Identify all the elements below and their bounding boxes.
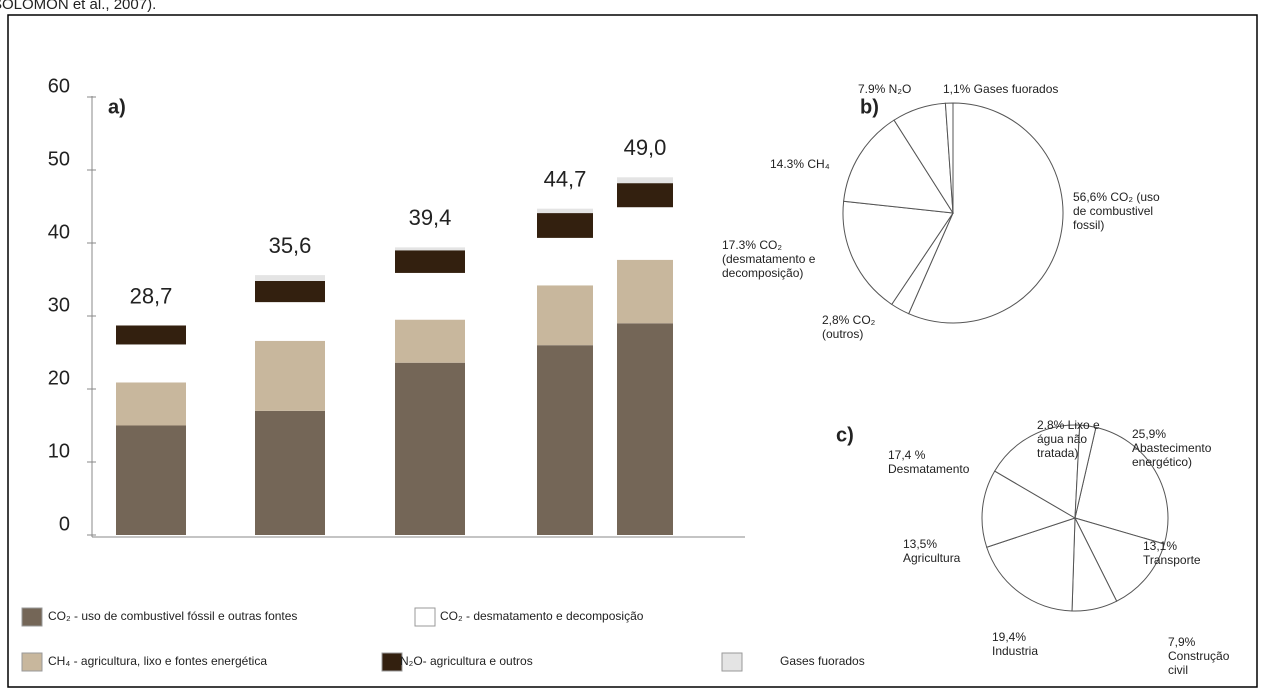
pie-label: 2,8% CO₂ (outros) <box>822 313 876 341</box>
bar-segment <box>395 247 465 251</box>
pie-label: 14.3% CH₄ <box>770 157 830 171</box>
y-tick-label: 50 <box>48 148 70 170</box>
bar-segment <box>116 325 186 345</box>
pie-slice <box>1074 517 1165 602</box>
legend-label: CO₂ - desmatamento e decomposição <box>440 609 644 623</box>
bar-segment <box>537 345 593 535</box>
bar-segment <box>617 259 673 324</box>
bar-segment <box>537 208 593 214</box>
pie-slice <box>981 470 1077 548</box>
bar-segment <box>116 344 186 383</box>
pie-label: 13,1% Transporte <box>1143 539 1201 567</box>
pie-slice <box>1074 424 1097 519</box>
pie-slice <box>843 119 954 214</box>
pie-label: 19,4% Industria <box>992 630 1039 658</box>
pie-slice <box>1074 426 1169 545</box>
total-label: 49,0 <box>624 135 667 160</box>
pie-slice <box>944 102 954 214</box>
pie-label: 17.3% CO₂ (desmatamento e decomposição) <box>722 238 816 280</box>
panel-label: b) <box>860 96 879 118</box>
pie-slice <box>994 424 1081 519</box>
total-label: 35,6 <box>269 233 312 258</box>
pie-label: 1,1% Gases fuorados <box>943 82 1059 96</box>
total-label: 44,7 <box>544 167 587 192</box>
bar-segment <box>537 285 593 346</box>
panel-label: a) <box>108 96 126 118</box>
source-fragment: SOLOMON et al., 2007). <box>0 0 156 13</box>
bar-segment <box>617 207 673 260</box>
bar-segment <box>255 410 325 535</box>
pie-label: 56,6% CO₂ (uso de combustivel fossil) <box>1073 190 1160 232</box>
bar-segment <box>537 237 593 286</box>
y-tick-label: 20 <box>48 367 70 389</box>
pie-label: 13,5% Agricultura <box>903 537 961 565</box>
y-tick-label: 10 <box>48 440 70 462</box>
pie-slice <box>842 200 954 306</box>
panel-label: c) <box>836 424 854 446</box>
y-tick-label: 0 <box>59 513 70 535</box>
bar-segment <box>395 319 465 363</box>
legend-label: N₂O- agricultura e outros <box>400 654 533 668</box>
bar-segment <box>255 280 325 303</box>
y-tick-label: 60 <box>48 75 70 97</box>
bar-segment <box>116 382 186 426</box>
bar-segment <box>537 213 593 238</box>
total-label: 28,7 <box>130 283 173 308</box>
y-tick-label: 30 <box>48 294 70 316</box>
legend-swatch <box>381 652 403 672</box>
bar-segment <box>617 323 673 535</box>
legend-swatch <box>414 607 436 627</box>
bar-segment <box>116 425 186 535</box>
legend-label: Gases fuorados <box>780 654 865 668</box>
legend-swatch <box>21 652 43 672</box>
y-tick-label: 40 <box>48 221 70 243</box>
legend-swatch <box>21 607 43 627</box>
pie-label: 2.8% Lixo e água não tratada) <box>1037 418 1100 460</box>
total-label: 39,4 <box>409 205 452 230</box>
pie-label: 7.9% N₂O <box>858 82 912 96</box>
bar-segment <box>395 250 465 273</box>
legend-label: CO₂ - uso de combustivel fóssil e outras… <box>48 609 297 623</box>
frame <box>7 14 1258 688</box>
legend-label: CH₄ - agricultura, lixo e fontes energét… <box>48 654 267 668</box>
bar-segment <box>255 340 325 411</box>
bar-segment <box>617 177 673 184</box>
pie-label: 25,9% Abastecimento energético) <box>1132 427 1212 469</box>
pie-slice <box>908 102 1064 324</box>
bar-segment <box>255 275 325 281</box>
pie-label: 17,4 % Desmatamento <box>888 448 970 476</box>
pie-slice <box>986 517 1076 612</box>
bar-segment <box>255 302 325 341</box>
bar-segment <box>617 183 673 208</box>
pie-label: 7,9% Construção civil <box>1168 635 1230 677</box>
legend-swatch <box>721 652 743 672</box>
bar-segment <box>395 272 465 320</box>
bar-segment <box>395 362 465 535</box>
